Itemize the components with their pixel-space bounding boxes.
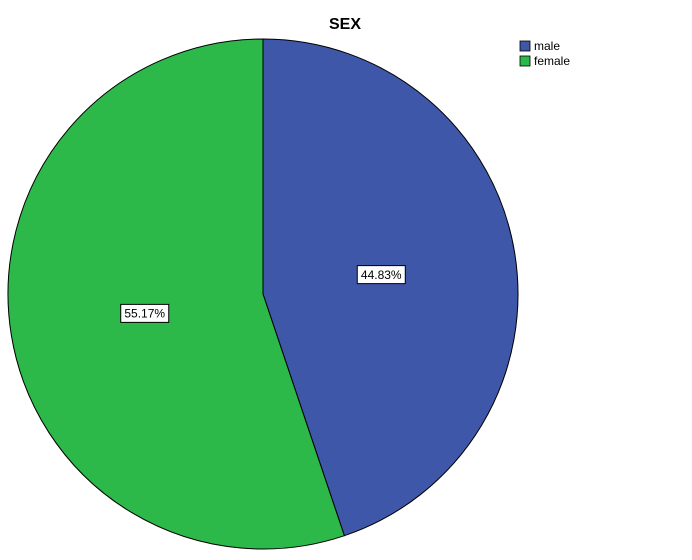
data-label: 44.83% xyxy=(361,268,402,282)
label-box xyxy=(120,303,170,323)
data-label: 55.17% xyxy=(124,307,165,321)
pie-slice xyxy=(7,38,346,550)
legend-swatch xyxy=(519,55,531,67)
label-box xyxy=(356,265,406,285)
pie-slice xyxy=(262,38,519,537)
chart-title: SEX xyxy=(329,16,361,33)
legend-label: male xyxy=(534,39,560,53)
legend-swatch xyxy=(519,40,531,52)
legend-label: female xyxy=(534,54,570,68)
